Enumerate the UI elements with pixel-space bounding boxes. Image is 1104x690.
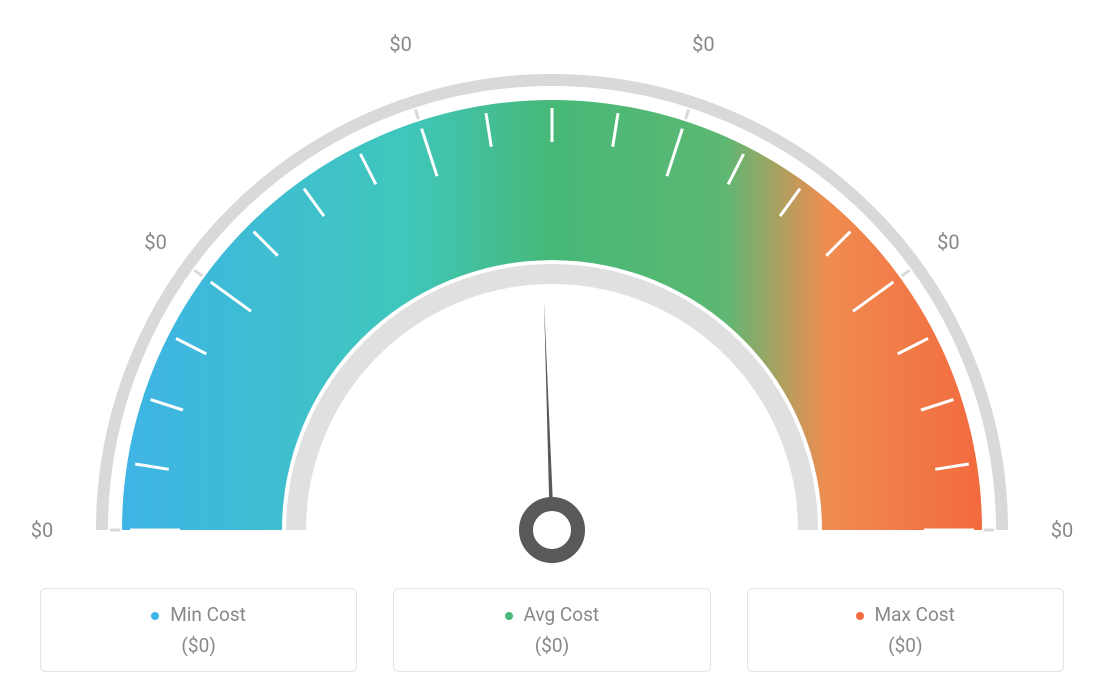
legend-dot-max (856, 612, 864, 620)
gauge-area: $0 $0 $0 $0 $0 $0 (0, 0, 1104, 560)
gauge-tick-label: $0 (144, 230, 166, 254)
legend-card-max: Max Cost ($0) (747, 588, 1064, 672)
gauge-tick-label: $0 (937, 230, 959, 254)
legend-value-min: ($0) (51, 634, 346, 657)
gauge-tick-label: $0 (1051, 518, 1073, 542)
gauge-tick-label: $0 (692, 32, 714, 56)
legend-label-max: Max Cost (875, 603, 955, 626)
gauge-tick-label: $0 (31, 518, 53, 542)
legend-label-avg: Avg Cost (524, 603, 600, 626)
legend-dot-avg (505, 612, 513, 620)
gauge-chart-container: $0 $0 $0 $0 $0 $0 Min Cost ($0) Avg Cost ($0)… (0, 0, 1104, 690)
legend-card-min: Min Cost ($0) (40, 588, 357, 672)
legend-value-max: ($0) (758, 634, 1053, 657)
gauge-tick-label: $0 (389, 32, 411, 56)
legend-dot-min (151, 612, 159, 620)
gauge-svg (0, 10, 1104, 570)
legend-title-min: Min Cost (51, 603, 346, 626)
legend-card-avg: Avg Cost ($0) (393, 588, 710, 672)
legend-title-max: Max Cost (758, 603, 1053, 626)
legend-title-avg: Avg Cost (404, 603, 699, 626)
legend-value-avg: ($0) (404, 634, 699, 657)
legend-label-min: Min Cost (170, 603, 246, 626)
legend-row: Min Cost ($0) Avg Cost ($0) Max Cost ($0… (0, 588, 1104, 672)
